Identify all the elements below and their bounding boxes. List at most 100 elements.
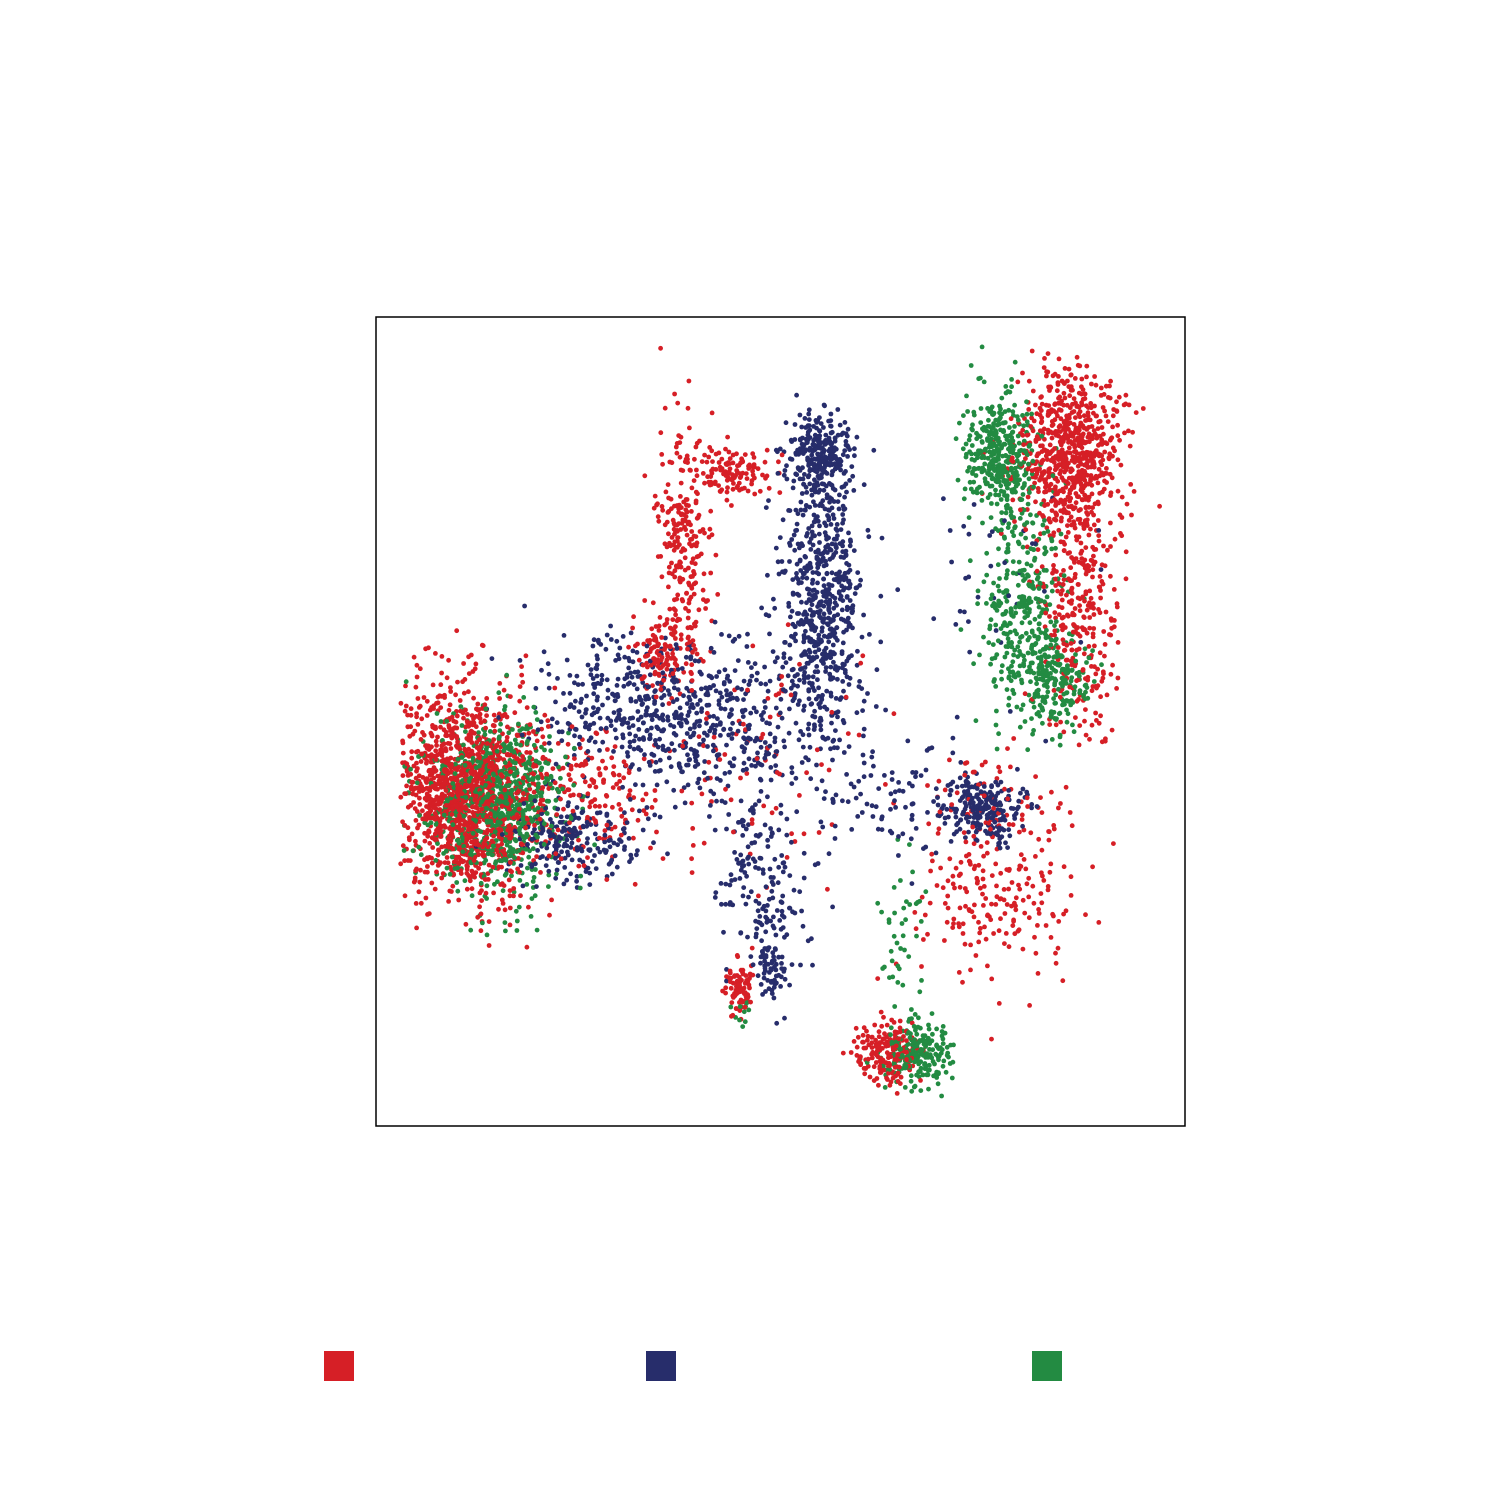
scatter-point-series-1 (971, 815, 977, 820)
scatter-point-series-0 (491, 737, 497, 742)
scatter-point-series-0 (524, 750, 530, 755)
scatter-point-series-0 (862, 1071, 868, 1077)
scatter-point-series-0 (879, 1023, 885, 1029)
scatter-point-series-0 (1061, 568, 1066, 573)
scatter-point-series-0 (951, 921, 956, 926)
scatter-point-series-0 (1063, 534, 1069, 540)
scatter-point-series-0 (869, 1034, 875, 1040)
scatter-point-series-2 (919, 978, 924, 983)
scatter-point-series-2 (1028, 679, 1033, 685)
scatter-point-series-0 (587, 804, 593, 810)
scatter-point-series-0 (685, 405, 691, 411)
scatter-point-series-0 (672, 391, 677, 397)
scatter-point-series-0 (757, 488, 763, 494)
scatter-point-series-2 (461, 742, 466, 748)
scatter-point-series-2 (1032, 616, 1038, 622)
scatter-point-series-2 (1024, 399, 1029, 405)
scatter-point-series-1 (780, 869, 786, 875)
scatter-point-series-1 (931, 799, 936, 804)
scatter-point-series-1 (835, 709, 841, 715)
scatter-point-series-1 (787, 559, 792, 564)
scatter-point-series-1 (748, 954, 754, 959)
scatter-point-series-0 (664, 544, 670, 550)
scatter-point-series-0 (411, 654, 417, 660)
scatter-point-series-1 (771, 914, 776, 920)
scatter-point-series-1 (522, 603, 527, 609)
scatter-point-series-0 (979, 762, 985, 768)
scatter-point-series-1 (764, 919, 770, 925)
scatter-point-series-0 (455, 739, 460, 745)
scatter-point-series-0 (1025, 494, 1031, 500)
scatter-point-series-1 (765, 794, 770, 800)
scatter-point-series-0 (1007, 866, 1012, 872)
scatter-point-series-1 (763, 505, 769, 510)
scatter-point-series-1 (818, 723, 823, 728)
scatter-point-series-0 (1017, 829, 1022, 835)
scatter-point-series-1 (622, 654, 628, 660)
scatter-point-series-2 (980, 465, 985, 471)
scatter-point-series-1 (767, 731, 773, 737)
scatter-point-series-0 (1063, 908, 1069, 914)
scatter-point-series-1 (827, 600, 833, 606)
scatter-point-series-1 (816, 685, 821, 691)
scatter-point-series-0 (1058, 408, 1064, 413)
scatter-point-series-0 (1072, 571, 1078, 577)
scatter-point-series-1 (831, 605, 837, 611)
scatter-point-series-0 (687, 639, 693, 645)
scatter-point-series-1 (642, 752, 647, 758)
scatter-point-series-1 (680, 769, 685, 775)
scatter-point-series-2 (917, 989, 923, 995)
scatter-point-series-0 (984, 850, 990, 856)
scatter-point-series-0 (1026, 894, 1032, 900)
scatter-point-series-0 (1006, 944, 1012, 950)
scatter-point-series-1 (779, 853, 785, 858)
scatter-point-series-1 (745, 934, 750, 940)
scatter-point-series-2 (915, 1024, 921, 1030)
scatter-point-series-0 (1009, 880, 1015, 885)
scatter-point-series-2 (741, 1009, 747, 1015)
scatter-point-series-1 (824, 688, 830, 694)
scatter-point-series-1 (823, 645, 829, 651)
scatter-point-series-1 (553, 699, 558, 705)
scatter-point-series-0 (650, 600, 656, 606)
scatter-points (398, 344, 1162, 1099)
scatter-point-series-2 (500, 888, 506, 894)
scatter-point-series-0 (605, 747, 610, 752)
scatter-point-series-1 (888, 806, 893, 812)
scatter-point-series-1 (594, 810, 600, 816)
scatter-point-series-1 (655, 726, 661, 732)
scatter-point-series-1 (533, 686, 539, 691)
scatter-point-series-2 (901, 905, 907, 911)
scatter-point-series-2 (1003, 384, 1009, 389)
scatter-point-series-0 (724, 489, 730, 495)
scatter-point-series-0 (500, 731, 505, 737)
scatter-point-series-2 (988, 617, 994, 623)
scatter-point-series-1 (751, 705, 757, 711)
scatter-point-series-1 (967, 785, 972, 790)
scatter-point-series-0 (1074, 354, 1080, 360)
scatter-point-series-0 (1006, 822, 1012, 827)
scatter-point-series-0 (1090, 574, 1095, 580)
scatter-point-series-0 (609, 755, 615, 761)
scatter-point-series-2 (974, 490, 980, 496)
scatter-point-series-2 (927, 1067, 932, 1073)
scatter-point-series-1 (812, 714, 818, 720)
scatter-point-series-0 (1060, 627, 1065, 633)
scatter-point-series-2 (1005, 636, 1011, 642)
scatter-point-series-0 (451, 859, 457, 865)
scatter-point-series-1 (705, 744, 710, 749)
scatter-point-series-1 (633, 699, 639, 704)
scatter-point-series-1 (711, 650, 717, 655)
scatter-point-series-1 (815, 677, 820, 683)
scatter-point-series-1 (797, 889, 803, 895)
scatter-point-series-0 (1033, 402, 1038, 408)
scatter-point-series-1 (654, 782, 660, 788)
scatter-point-series-1 (798, 499, 804, 505)
scatter-point-series-1 (780, 893, 786, 899)
scatter-point-series-0 (1119, 494, 1125, 500)
scatter-point-series-0 (729, 503, 734, 508)
scatter-point-series-1 (666, 755, 672, 761)
scatter-point-series-2 (909, 1088, 915, 1094)
scatter-point-series-2 (1018, 531, 1024, 537)
scatter-point-series-0 (1019, 817, 1025, 822)
